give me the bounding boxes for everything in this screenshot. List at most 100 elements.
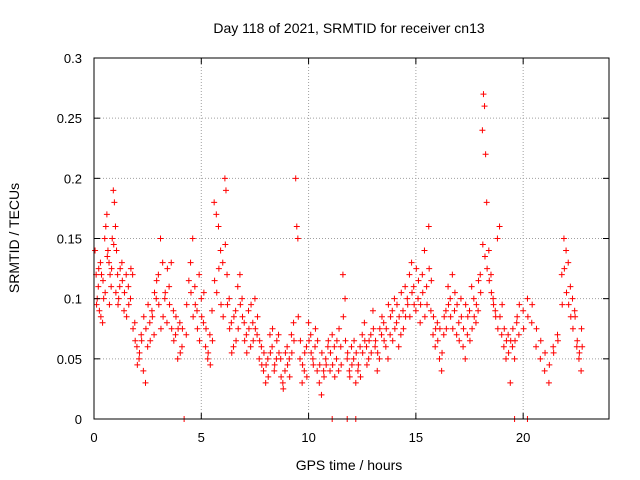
data-point — [494, 325, 501, 332]
data-point — [569, 325, 576, 332]
data-point — [209, 307, 216, 314]
data-point — [545, 379, 552, 386]
data-point — [163, 319, 170, 326]
data-point — [166, 301, 173, 308]
data-point — [357, 373, 364, 380]
data-point — [484, 265, 491, 272]
data-point — [500, 343, 507, 350]
data-point — [475, 307, 482, 314]
data-point — [237, 301, 244, 308]
data-point — [355, 361, 362, 368]
data-point — [215, 265, 222, 272]
data-point — [353, 349, 360, 356]
data-point — [107, 271, 114, 278]
data-point — [331, 373, 338, 380]
data-point — [170, 307, 177, 314]
data-point — [93, 301, 100, 308]
data-point — [469, 325, 476, 332]
data-point — [307, 331, 314, 338]
data-point — [243, 349, 250, 356]
data-point — [354, 367, 361, 374]
data-point — [309, 355, 316, 362]
data-point — [558, 271, 565, 278]
data-point — [542, 349, 549, 356]
data-point — [385, 301, 392, 308]
data-point — [507, 379, 514, 386]
data-point — [335, 367, 342, 374]
data-point — [256, 337, 263, 344]
data-point — [164, 265, 171, 272]
data-point — [301, 367, 308, 374]
data-point — [472, 319, 479, 326]
data-point — [96, 307, 103, 314]
data-point — [380, 319, 387, 326]
data-point — [115, 301, 122, 308]
data-point — [389, 307, 396, 314]
data-point — [340, 313, 347, 320]
data-point — [149, 313, 156, 320]
data-point — [427, 307, 434, 314]
data-point — [389, 337, 396, 344]
data-point — [575, 355, 582, 362]
data-point — [370, 325, 377, 332]
data-point — [470, 295, 477, 302]
data-point — [200, 289, 207, 296]
data-point — [117, 265, 124, 272]
data-point — [241, 337, 248, 344]
data-point — [537, 337, 544, 344]
y-tick-label: 0.3 — [64, 51, 82, 66]
data-point — [512, 337, 519, 344]
data-point — [546, 361, 553, 368]
data-point — [468, 283, 475, 290]
data-point — [235, 325, 242, 332]
data-point — [200, 319, 207, 326]
data-point — [138, 337, 145, 344]
data-point — [316, 361, 323, 368]
data-point — [292, 175, 299, 182]
data-point — [447, 313, 454, 320]
data-point — [258, 343, 265, 350]
data-point — [284, 343, 291, 350]
data-point — [421, 313, 428, 320]
data-point — [101, 235, 108, 242]
data-point — [529, 301, 536, 308]
data-point — [400, 307, 406, 314]
data-point — [157, 325, 164, 332]
data-point — [102, 289, 109, 296]
data-point — [281, 367, 288, 374]
data-point — [198, 313, 205, 320]
y-tick-label: 0.15 — [57, 232, 82, 247]
data-point — [426, 265, 433, 272]
data-point — [378, 331, 385, 338]
data-point — [172, 313, 179, 320]
data-point — [490, 295, 497, 302]
data-point — [211, 277, 218, 284]
data-point — [213, 289, 220, 296]
data-point — [561, 265, 568, 272]
data-point — [172, 331, 179, 338]
data-point — [481, 253, 488, 260]
data-point — [456, 337, 463, 344]
data-point — [290, 319, 297, 326]
data-point — [550, 343, 557, 350]
data-point — [277, 355, 284, 362]
data-point — [487, 271, 494, 278]
data-point — [104, 253, 111, 260]
data-point — [447, 295, 454, 302]
data-point — [314, 337, 321, 344]
data-point — [357, 343, 364, 350]
data-point — [572, 313, 579, 320]
data-point — [559, 301, 566, 308]
data-point — [136, 355, 143, 362]
data-point — [114, 271, 121, 278]
data-point — [145, 301, 152, 308]
data-point — [153, 277, 160, 284]
data-point — [294, 235, 301, 242]
data-point — [369, 307, 376, 314]
data-point — [136, 349, 143, 356]
data-point — [475, 277, 482, 284]
data-point — [410, 283, 417, 290]
data-point — [321, 373, 328, 380]
data-point — [252, 325, 259, 332]
data-point — [161, 295, 168, 302]
